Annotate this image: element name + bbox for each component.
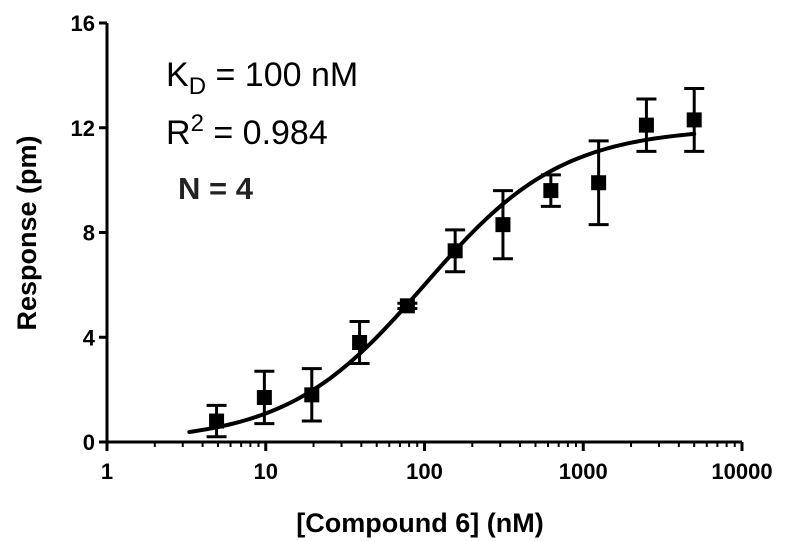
data-point — [686, 112, 702, 128]
y-ticks: 0 4 8 12 16 — [71, 11, 107, 455]
data-point — [591, 175, 607, 191]
x-axis-title: [Compound 6] (nM) — [296, 508, 543, 538]
data-point — [447, 243, 463, 259]
data-point — [543, 183, 559, 199]
x-tick-label: 1 — [101, 459, 113, 484]
kd-annotation: KD = 100 nM — [166, 56, 358, 100]
x-tick-label: 1000 — [559, 459, 608, 484]
data-point — [399, 298, 415, 314]
data-point — [495, 217, 511, 233]
y-tick-label: 16 — [71, 11, 95, 36]
y-tick-label: 8 — [83, 221, 95, 246]
fit-curve — [187, 131, 697, 434]
x-ticks: 1 10 100 1000 10000 — [101, 442, 773, 484]
y-tick-label: 4 — [83, 325, 96, 350]
annotations: KD = 100 nM R2 = 0.984 N = 4 — [166, 56, 358, 206]
data-point — [638, 117, 654, 133]
y-axis-title: Response (pm) — [12, 135, 42, 330]
x-tick-label: 10 — [254, 459, 278, 484]
data-point — [304, 387, 320, 403]
y-tick-label: 12 — [71, 116, 95, 141]
x-tick-label: 100 — [406, 459, 443, 484]
y-tick-label: 0 — [83, 430, 95, 455]
x-tick-label: 10000 — [711, 459, 772, 484]
data-point — [352, 334, 368, 350]
r2-annotation: R2 = 0.984 — [166, 110, 328, 152]
data-point — [256, 389, 272, 405]
data-point — [209, 413, 225, 429]
n-annotation: N = 4 — [178, 171, 254, 206]
data-points — [206, 86, 705, 439]
